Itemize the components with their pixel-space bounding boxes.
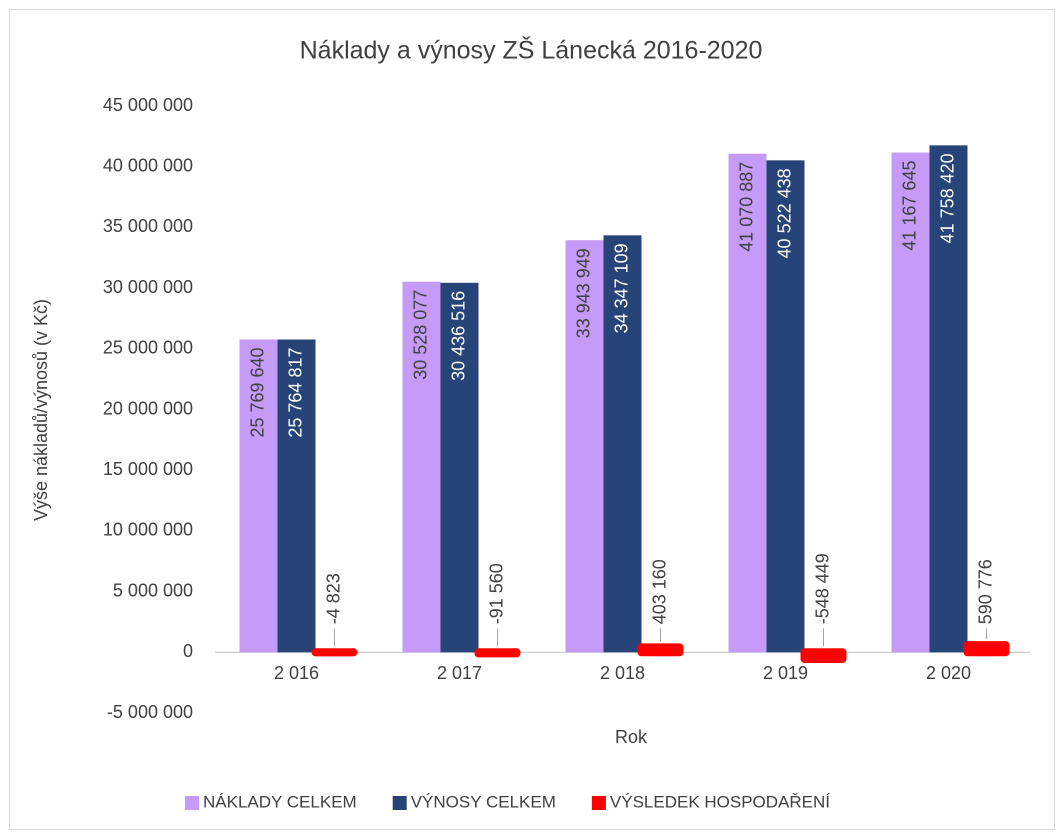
y-tick-label: -5 000 000 (107, 702, 193, 722)
bar (603, 235, 642, 653)
bar (402, 281, 441, 653)
legend-swatch (392, 796, 407, 810)
data-label: 30 528 077 (410, 290, 430, 380)
data-label: -91 560 (486, 563, 506, 624)
y-tick-label: 15 000 000 (103, 459, 193, 479)
bar (565, 240, 604, 653)
data-label: 41 758 420 (937, 153, 957, 243)
bar (891, 152, 930, 653)
data-label: 30 436 516 (448, 291, 468, 381)
bar (766, 160, 805, 653)
x-tick-label: 2 020 (926, 663, 971, 683)
data-label: 34 347 109 (611, 243, 631, 333)
bar (277, 339, 316, 653)
legend-swatch (591, 796, 606, 810)
x-tick-label: 2 016 (274, 663, 319, 683)
x-tick-label: 2 018 (600, 663, 645, 683)
x-tick-label: 2 019 (763, 663, 808, 683)
bar (929, 145, 968, 653)
bar (474, 648, 521, 658)
bar (800, 648, 847, 663)
bar (728, 153, 767, 653)
y-tick-label: 45 000 000 (103, 95, 193, 115)
y-tick-label: 40 000 000 (103, 155, 193, 175)
y-tick-label: 20 000 000 (103, 398, 193, 418)
data-label: 590 776 (975, 559, 995, 624)
legend-label: NÁKLADY CELKEM (203, 792, 357, 811)
y-axis-label: Výše nákladů/výnosů (v Kč) (31, 299, 51, 521)
x-axis-label: Rok (615, 727, 648, 747)
y-tick-label: 25 000 000 (103, 338, 193, 358)
bar (963, 641, 1010, 657)
data-label: 25 769 640 (247, 347, 267, 437)
data-label: -548 449 (812, 553, 832, 624)
data-label: 25 764 817 (285, 348, 305, 438)
data-label: 41 070 887 (736, 162, 756, 252)
y-tick-label: 10 000 000 (103, 520, 193, 540)
data-label: 33 943 949 (573, 248, 593, 338)
chart-border (9, 9, 1055, 830)
y-tick-label: 5 000 000 (113, 580, 193, 600)
chart-title: Náklady a výnosy ZŠ Lánecká 2016-2020 (300, 36, 763, 65)
data-label: 40 522 438 (774, 168, 794, 258)
bar (239, 339, 278, 653)
x-tick-label: 2 017 (437, 663, 482, 683)
legend-swatch (185, 796, 199, 810)
bar (440, 282, 479, 653)
data-label: 403 160 (649, 559, 669, 624)
y-tick-label: 30 000 000 (103, 277, 193, 297)
y-tick-label: 0 (183, 641, 193, 661)
legend-label: VÝSLEDEK HOSPODAŘENÍ (610, 792, 830, 811)
data-label: 41 167 645 (899, 161, 919, 251)
y-tick-label: 35 000 000 (103, 216, 193, 236)
legend-label: VÝNOSY CELKEM (411, 792, 556, 811)
data-label: -4 823 (323, 573, 343, 624)
bar (637, 643, 684, 657)
